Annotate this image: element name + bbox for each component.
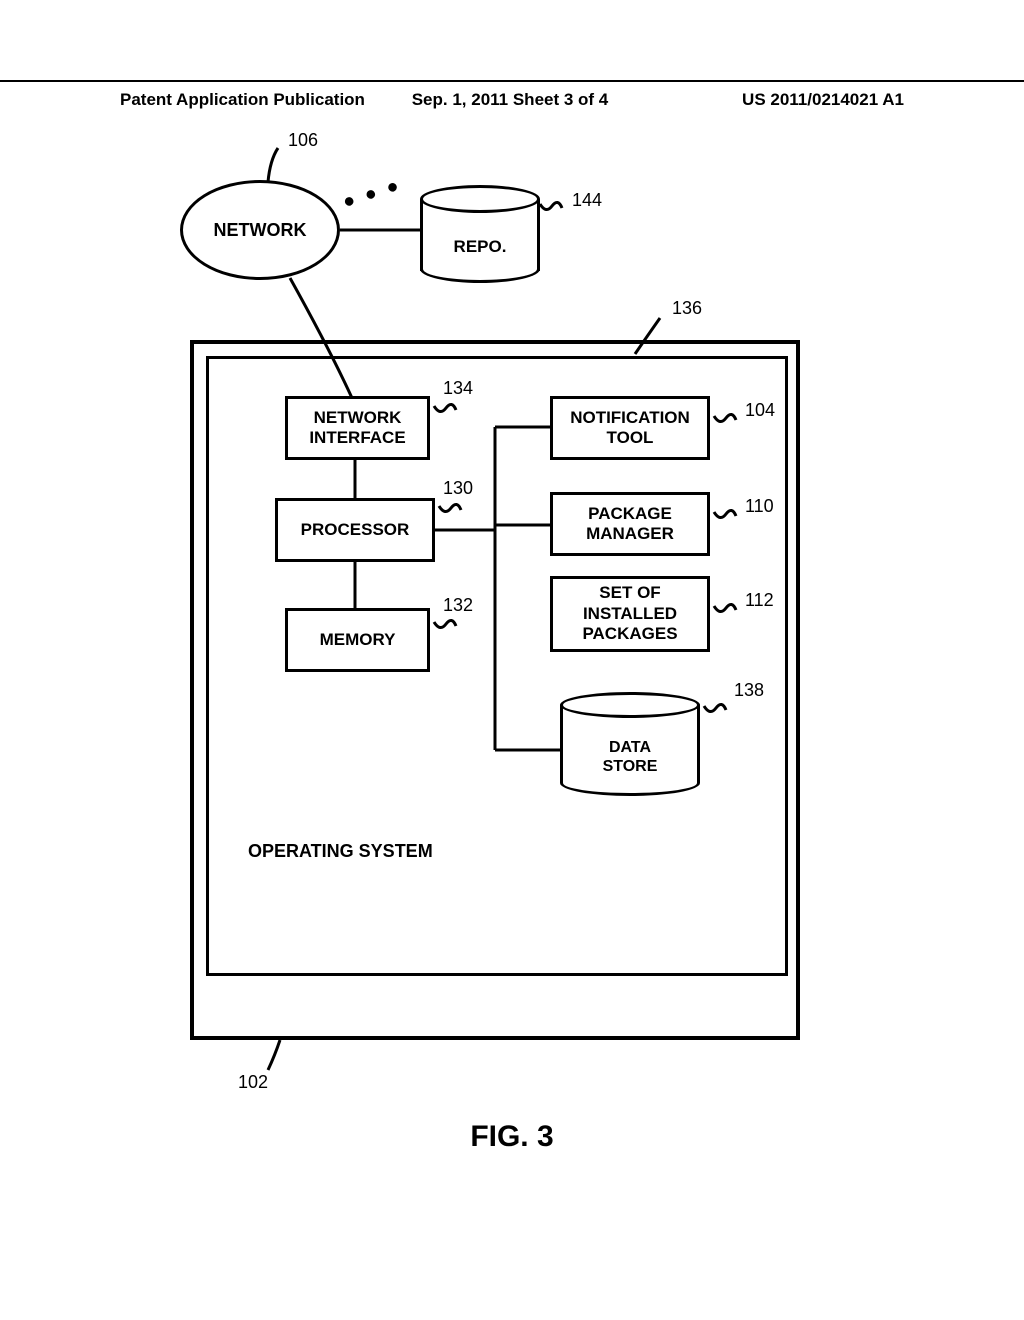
ref-tick-112 (712, 602, 738, 616)
data-store-label: DATA STORE (560, 738, 700, 776)
ref-144: 144 (572, 190, 602, 211)
notification-tool-box: NOTIFICATION TOOL (550, 396, 710, 460)
network-label: NETWORK (214, 220, 307, 241)
page-header: Patent Application Publication Sep. 1, 2… (0, 80, 1024, 90)
ref-tick-132 (432, 618, 458, 632)
processor-box: PROCESSOR (275, 498, 435, 562)
ref-138: 138 (734, 680, 764, 701)
package-manager-box: PACKAGE MANAGER (550, 492, 710, 556)
ref-tick-144 (538, 200, 564, 214)
ref-106: 106 (288, 130, 318, 151)
header-patent-number: US 2011/0214021 A1 (742, 90, 904, 110)
ref-tick-104 (712, 412, 738, 426)
memory-label: MEMORY (320, 630, 396, 650)
ref-132: 132 (443, 595, 473, 616)
header-date-sheet: Sep. 1, 2011 Sheet 3 of 4 (370, 90, 650, 110)
installed-packages-box: SET OF INSTALLED PACKAGES (550, 576, 710, 652)
ref-110: 110 (745, 496, 774, 517)
repo-cylinder: REPO. (420, 185, 540, 285)
processor-label: PROCESSOR (301, 520, 410, 540)
ref-tick-110 (712, 508, 738, 522)
ref-136: 136 (672, 298, 702, 319)
network-cloud: NETWORK (180, 180, 340, 280)
ref-tick-130 (437, 502, 463, 516)
connector-lines (120, 140, 904, 1140)
repo-label: REPO. (420, 237, 540, 257)
network-interface-label: NETWORK INTERFACE (309, 408, 405, 449)
network-interface-box: NETWORK INTERFACE (285, 396, 430, 460)
installed-packages-label: SET OF INSTALLED PACKAGES (582, 583, 677, 644)
memory-box: MEMORY (285, 608, 430, 672)
ref-134: 134 (443, 378, 473, 399)
ref-112: 112 (745, 590, 774, 611)
header-publication: Patent Application Publication (120, 90, 365, 110)
diagram-canvas: 106 NETWORK • • • REPO. 144 136 NETWORK … (120, 140, 904, 1140)
page: Patent Application Publication Sep. 1, 2… (0, 0, 1024, 1320)
ref-104: 104 (745, 400, 775, 421)
ref-130: 130 (443, 478, 473, 499)
notification-tool-label: NOTIFICATION TOOL (570, 408, 690, 449)
data-store-cylinder: DATA STORE (560, 692, 700, 800)
ref-tick-138 (702, 702, 728, 716)
package-manager-label: PACKAGE MANAGER (586, 504, 674, 545)
ref-102: 102 (238, 1072, 268, 1093)
ref-tick-134 (432, 402, 458, 416)
